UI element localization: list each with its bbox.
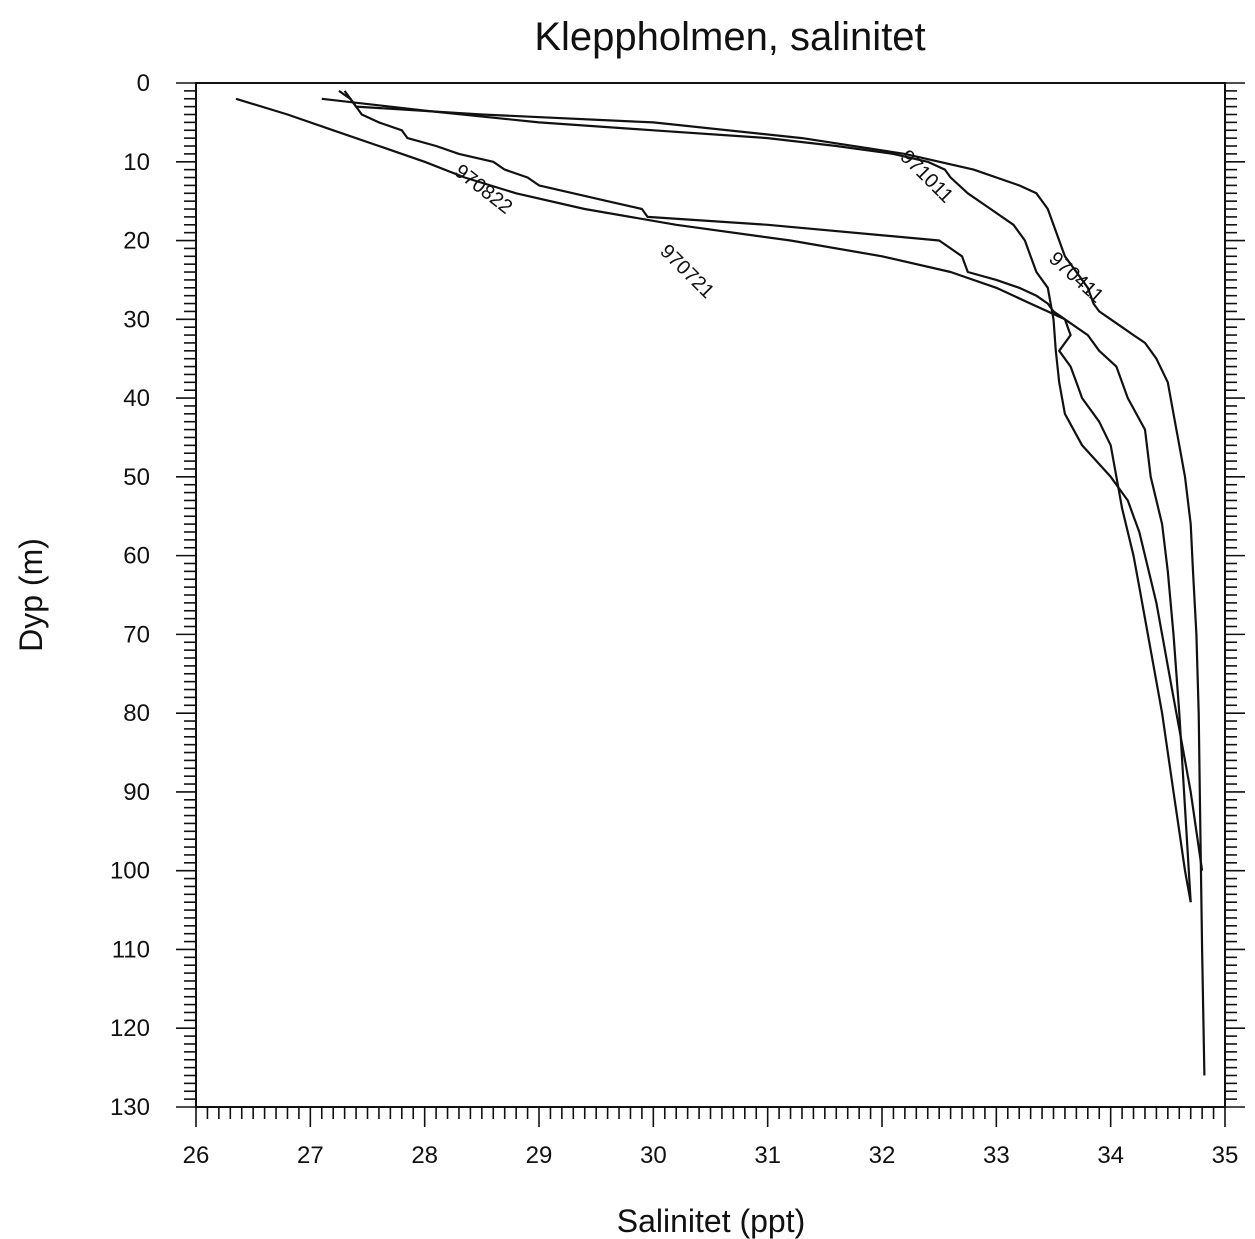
y-tick-label: 10 (123, 149, 150, 176)
series-label-970721: 970721 (656, 240, 719, 303)
y-tick-label: 60 (123, 543, 150, 570)
plot-frame (195, 82, 1226, 1108)
y-tick-label: 110 (112, 936, 150, 963)
series-line-971011 (321, 97, 1204, 871)
y-tick-label: 120 (110, 1015, 150, 1042)
series-line-970721 (235, 97, 1192, 903)
y-tick-label: 40 (123, 385, 150, 412)
series-line-970822 (343, 90, 1192, 903)
x-tick-label: 35 (1212, 1142, 1239, 1169)
y-tick-label: 80 (123, 700, 150, 727)
series-label-970411: 970411 (1044, 248, 1107, 308)
y-tick-label: 90 (123, 779, 150, 806)
x-tick-label: 30 (640, 1142, 667, 1169)
x-tick-label: 31 (754, 1142, 781, 1169)
series-line-970411 (338, 89, 1206, 1076)
y-axis-label: Dyp (m) (13, 538, 49, 652)
plot-area: 26 27 28 29 30 31 32 33 34 35 0 10 20 30 40 50 60 70 80 90… (110, 70, 1245, 1169)
y-tick-label: 70 (123, 621, 150, 648)
x-axis-label: Salinitet (ppt) (617, 1203, 806, 1239)
x-tick-label: 34 (1097, 1142, 1124, 1169)
x-axis-ticks (195, 1107, 1226, 1127)
x-tick-label: 27 (297, 1142, 324, 1169)
series-lines (235, 89, 1206, 1076)
y-axis-ticks (176, 82, 1245, 1108)
chart-title: Kleppholmen, salinitet (534, 15, 925, 59)
y-tick-label: 30 (123, 306, 150, 333)
y-tick-label: 50 (123, 464, 150, 491)
y-tick-label: 0 (137, 70, 150, 97)
x-tick-label: 32 (869, 1142, 896, 1169)
y-tick-label: 130 (110, 1094, 150, 1121)
x-tick-label: 33 (983, 1142, 1010, 1169)
y-axis-tick-labels: 0 10 20 30 40 50 60 70 80 90 100 110 120 130 (110, 70, 150, 1121)
y-tick-label: 100 (110, 858, 150, 885)
x-axis-tick-labels: 26 27 28 29 30 31 32 33 34 35 (183, 1142, 1239, 1169)
x-tick-label: 29 (526, 1142, 553, 1169)
x-tick-label: 28 (411, 1142, 438, 1169)
series-label-971011: 971011 (896, 146, 958, 208)
x-tick-label: 26 (183, 1142, 210, 1169)
y-tick-label: 20 (123, 228, 150, 255)
